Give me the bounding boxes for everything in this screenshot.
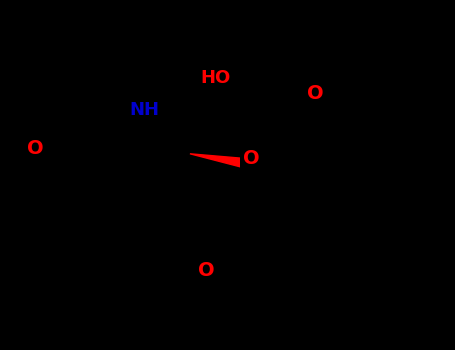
Text: O: O	[243, 149, 260, 168]
Text: NH: NH	[129, 101, 159, 119]
Text: O: O	[307, 84, 323, 103]
Text: HO: HO	[200, 69, 231, 87]
Polygon shape	[190, 154, 243, 167]
Text: O: O	[27, 139, 43, 158]
Text: O: O	[198, 261, 215, 280]
